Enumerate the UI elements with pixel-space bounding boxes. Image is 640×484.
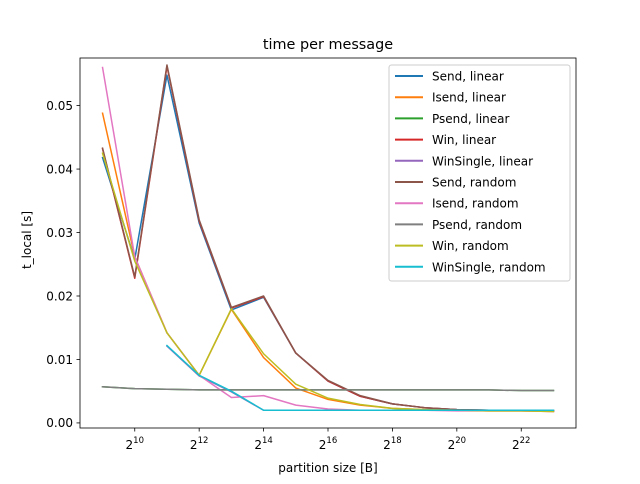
series-7 xyxy=(101,385,555,392)
legend-label: Isend, linear xyxy=(432,91,506,105)
x-tick-label: 210 xyxy=(126,436,144,452)
series-9 xyxy=(165,344,555,411)
legend-label: Send, linear xyxy=(432,70,504,84)
x-tick-label: 222 xyxy=(512,436,530,452)
y-tick-label: 0.05 xyxy=(46,99,73,113)
y-axis-label: t_local [s] xyxy=(20,211,34,269)
x-axis-label: partition size [B] xyxy=(278,461,377,475)
y-tick-label: 0.04 xyxy=(46,162,73,176)
x-tick-label: 212 xyxy=(190,436,208,452)
legend: Send, linear Isend, linear Psend, linear Wi… xyxy=(388,64,571,282)
y-tick-label: 0.00 xyxy=(46,416,73,430)
axes: 210 212 214 216 218 220 222 0.00 0.01 0.02 0.03 0.0… xyxy=(46,57,577,452)
series-line xyxy=(165,344,555,411)
legend-label: WinSingle, random xyxy=(432,260,546,274)
legend-label: Psend, linear xyxy=(432,112,510,126)
legend-label: Psend, random xyxy=(432,218,522,232)
legend-label: Win, linear xyxy=(432,133,496,147)
legend-label: Send, random xyxy=(432,176,516,190)
y-tick-label: 0.02 xyxy=(46,289,73,303)
x-tick-label: 218 xyxy=(383,436,401,452)
y-tick-label: 0.03 xyxy=(46,226,73,240)
legend-label: WinSingle, linear xyxy=(432,154,533,168)
series-line xyxy=(101,385,555,392)
chart-title: time per message xyxy=(263,37,393,53)
x-tick-label: 216 xyxy=(319,436,337,452)
x-tick-label: 220 xyxy=(448,436,466,452)
legend-frame xyxy=(388,64,571,282)
y-tick-label: 0.01 xyxy=(46,353,73,367)
plot-area xyxy=(101,64,555,413)
legend-label: Isend, random xyxy=(432,197,519,211)
legend-label: Win, random xyxy=(432,239,509,253)
x-tick-label: 214 xyxy=(254,436,272,452)
